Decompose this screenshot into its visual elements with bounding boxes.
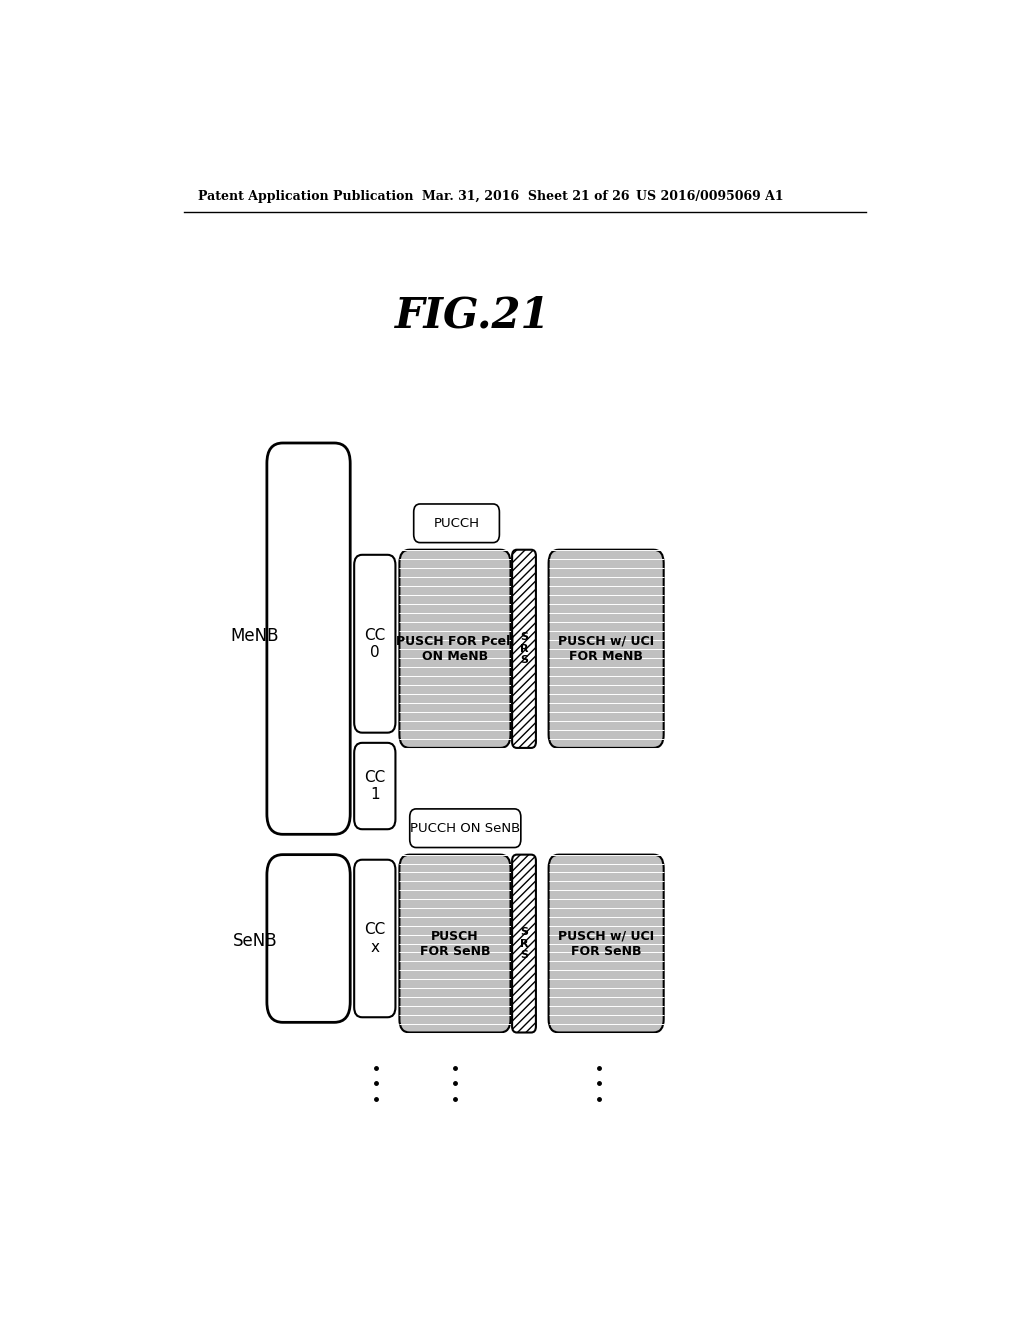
FancyBboxPatch shape (354, 743, 395, 829)
FancyBboxPatch shape (512, 854, 536, 1032)
Text: PUSCH w/ UCI
FOR SeNB: PUSCH w/ UCI FOR SeNB (558, 929, 654, 957)
FancyBboxPatch shape (549, 854, 664, 1032)
FancyBboxPatch shape (512, 549, 536, 748)
Text: CC
x: CC x (365, 923, 385, 954)
Text: PUSCH w/ UCI
FOR MeNB: PUSCH w/ UCI FOR MeNB (558, 635, 654, 663)
Text: PUSCH FOR Pcell
ON MeNB: PUSCH FOR Pcell ON MeNB (395, 635, 514, 663)
Text: PUCCH: PUCCH (433, 517, 479, 529)
Text: Mar. 31, 2016  Sheet 21 of 26: Mar. 31, 2016 Sheet 21 of 26 (422, 190, 629, 202)
FancyBboxPatch shape (399, 854, 511, 1032)
Text: CC
1: CC 1 (365, 770, 385, 803)
FancyBboxPatch shape (354, 554, 395, 733)
FancyBboxPatch shape (414, 504, 500, 543)
Text: S
R
S: S R S (520, 927, 528, 960)
FancyBboxPatch shape (399, 549, 511, 748)
Text: FIG.21: FIG.21 (395, 294, 551, 337)
Text: SeNB: SeNB (232, 932, 278, 950)
FancyBboxPatch shape (410, 809, 521, 847)
FancyBboxPatch shape (549, 549, 664, 748)
Text: S
R
S: S R S (520, 632, 528, 665)
Text: MeNB: MeNB (230, 627, 280, 645)
FancyBboxPatch shape (267, 444, 350, 834)
Text: CC
0: CC 0 (365, 627, 385, 660)
FancyBboxPatch shape (354, 859, 395, 1018)
FancyBboxPatch shape (267, 854, 350, 1022)
Text: PUSCH
FOR SeNB: PUSCH FOR SeNB (420, 929, 490, 957)
Text: US 2016/0095069 A1: US 2016/0095069 A1 (636, 190, 783, 202)
Text: Patent Application Publication: Patent Application Publication (198, 190, 414, 202)
Text: PUCCH ON SeNB: PUCCH ON SeNB (411, 822, 520, 834)
